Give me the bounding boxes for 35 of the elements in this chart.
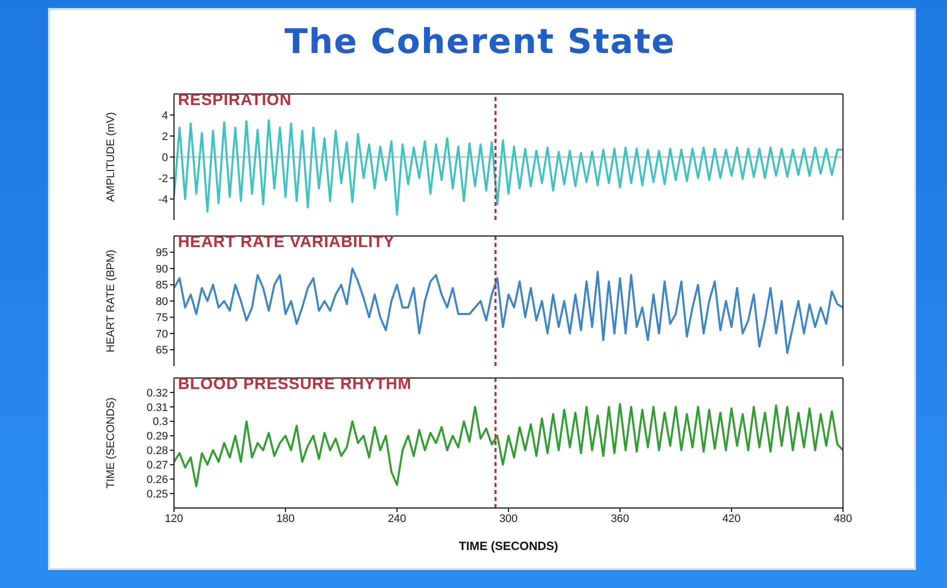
chart-title: The Coherent State: [284, 22, 676, 62]
y-tick-label: 2: [162, 130, 168, 143]
y-tick-label: 90: [156, 263, 168, 276]
y-tick-label: 0.32: [146, 387, 168, 400]
x-tick-label: 240: [388, 512, 406, 525]
y-tick-label: 75: [156, 312, 168, 324]
y-tick-label: 95: [156, 247, 168, 260]
x-tick-label: 420: [722, 512, 741, 525]
x-tick-label: 120: [164, 512, 184, 525]
y-axis-title: HEART RATE (BPM): [104, 250, 117, 352]
y-axis-title: TIME (SECONDS): [104, 397, 117, 489]
y-tick-label: 65: [156, 344, 168, 357]
y-tick-label: 0.28: [146, 445, 168, 458]
y-tick-label: -4: [158, 194, 168, 206]
chart-subtitle: RESPIRATION: [178, 92, 292, 110]
x-tick-label: 480: [834, 512, 852, 525]
y-tick-label: 0: [162, 152, 168, 164]
y-tick-label: 0.25: [146, 488, 168, 500]
y-tick-label: 0.26: [146, 474, 168, 486]
y-tick-label: 85: [156, 280, 168, 292]
y-tick-label: 0.3: [152, 416, 168, 428]
y-tick-label: 4: [162, 110, 168, 122]
chart-subtitle: HEART RATE VARIABILITY: [178, 234, 395, 252]
x-axis-title: TIME (SECONDS): [458, 539, 558, 553]
y-tick-label: 0.29: [146, 430, 168, 443]
y-axis-title: AMPLITUDE (mV): [104, 112, 117, 202]
y-tick-label: -2: [158, 172, 168, 185]
chart-subtitle: BLOOD PRESSURE RHYTHM: [178, 376, 412, 394]
x-tick-label: 180: [276, 512, 295, 525]
y-tick-label: 70: [156, 328, 168, 340]
y-tick-label: 0.31: [146, 402, 168, 414]
y-tick-label: 80: [156, 296, 168, 308]
x-tick-label: 360: [610, 512, 630, 525]
y-tick-label: 0.27: [146, 460, 168, 472]
x-tick-label: 300: [499, 512, 518, 525]
